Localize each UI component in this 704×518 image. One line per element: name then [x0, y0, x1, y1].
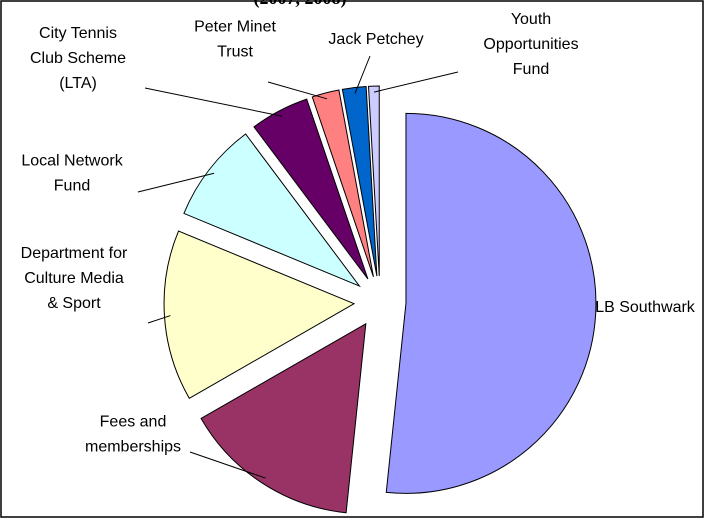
- slice-data-label: Youth Opportunities Fund: [483, 11, 578, 78]
- slice-data-label: Fees and memberships: [85, 414, 181, 456]
- pie-slice: [253, 98, 369, 280]
- slice-data-label: Jack Petchey: [328, 31, 423, 48]
- pie-slice: [183, 133, 361, 288]
- leader-line: [267, 81, 328, 100]
- leader-line: [144, 87, 283, 117]
- pie-slice: [200, 322, 367, 514]
- leader-line: [147, 315, 171, 324]
- pie-slice: [311, 89, 374, 278]
- slice-data-label: LB Southwark: [595, 299, 696, 316]
- pie-slice: [341, 85, 378, 277]
- pie-slice: [163, 230, 356, 400]
- labels-group: LB Southwark Fees and memberships Departmen…: [21, 11, 696, 456]
- slice-data-label: Local Network Fund: [21, 153, 123, 195]
- slices-group: [163, 85, 597, 514]
- slice-data-label: Peter Minet Trust: [194, 19, 276, 61]
- leader-lines-group: [137, 55, 459, 479]
- leader-line: [189, 451, 266, 479]
- pie-slice: [367, 85, 380, 277]
- chart-title: (2007, 2008): [254, 0, 347, 9]
- slice-data-label: Department for Culture Media & Sport: [21, 245, 128, 312]
- slice-data-label: City Tennis Club Scheme (LTA): [30, 25, 126, 92]
- pie-slice: [385, 112, 597, 494]
- leader-line: [354, 55, 371, 94]
- leader-line: [373, 71, 459, 93]
- leader-line: [137, 172, 215, 193]
